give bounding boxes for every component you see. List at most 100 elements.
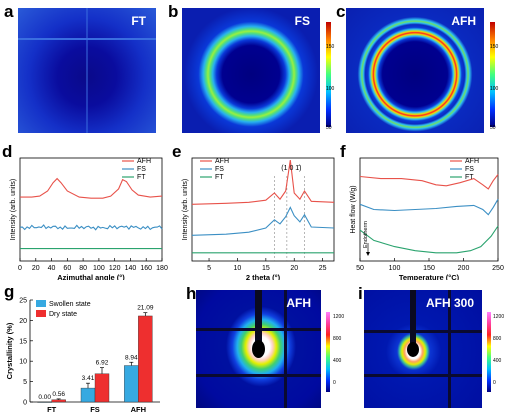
endotherm-arrowhead <box>366 252 370 256</box>
legend-label-fs: FS <box>215 166 224 173</box>
x-tick-label: 25 <box>319 265 327 272</box>
legend-label-afh: AFH <box>137 158 151 165</box>
saxs-pattern-afh: AFH <box>196 290 321 408</box>
legend-swatch <box>36 310 46 317</box>
series-line-afh <box>359 174 499 190</box>
series-line-fs <box>191 206 335 236</box>
panel-letter-f: f <box>340 142 346 161</box>
plot-frame <box>191 157 335 262</box>
y-axis-label: Intensity (arb. units) <box>10 179 17 240</box>
azimuthal-profile-chart: 0 20 40 60 80 100 120 140 160 180 Azimuthal angle … <box>10 157 168 280</box>
x-tick-label: 5 <box>207 265 211 272</box>
colorbar-h-tick: 0 <box>333 380 336 386</box>
panel-letter-c: c <box>336 2 346 21</box>
legend-label-fs: FS <box>465 166 474 173</box>
colorbar-i-tick: 400 <box>493 358 502 364</box>
legend-label-afh: AFH <box>215 158 229 165</box>
x-axis-label: Azimuthal angle (°) <box>57 273 125 280</box>
colorbar-h-tick: 800 <box>333 336 342 342</box>
panel-letter-i: i <box>358 284 363 303</box>
x-category-label: FT <box>47 405 57 414</box>
colorbar-h <box>326 312 330 392</box>
bar-ft <box>37 401 52 403</box>
endotherm-label: Endotherm <box>363 221 369 248</box>
x-axis-label: 2 theta (°) <box>246 273 281 280</box>
panel-letter-a: a <box>4 2 14 21</box>
bar-fs <box>80 387 96 403</box>
panel-letter-d: d <box>2 142 13 161</box>
panel-letter-g: g <box>4 282 15 301</box>
x-tick-label: 20 <box>32 265 40 272</box>
panel-letter-e: e <box>172 142 182 161</box>
colorbar-i-tick: 800 <box>493 336 502 342</box>
panel-title-afh-c: AFH <box>451 14 476 28</box>
colorbar-h-tick: 1200 <box>333 314 345 320</box>
y-tick-label: 0 <box>23 400 27 407</box>
crystallinity-bar-chart: 0 5 10 15 20 25 Crystallinity (%) FT 0.00 0.56 FS 3… <box>5 298 160 414</box>
plot-frame <box>19 157 163 262</box>
bar-afh <box>138 315 153 403</box>
x-tick-label: 100 <box>389 265 401 272</box>
y-tick-label: 5 <box>23 379 27 386</box>
legend-label-ft: FT <box>465 174 474 181</box>
x-tick-label: 100 <box>93 265 105 272</box>
legend-swatch <box>36 300 46 307</box>
y-tick-label: 20 <box>19 318 27 325</box>
series-line-afh <box>191 160 335 205</box>
x-tick-label: 180 <box>156 265 168 272</box>
dsc-chart: 50 100 150 200 250 Temperature (°C) Heat flow … <box>350 157 504 280</box>
legend-label: Dry state <box>49 311 77 318</box>
y-axis-label: Intensity (arb. units) <box>182 179 189 240</box>
legend-label-afh: AFH <box>465 158 479 165</box>
y-axis-label: Crystallinity (%) <box>5 322 14 379</box>
colorbar-i-tick: 1200 <box>493 314 505 320</box>
legend-label: Swollen state <box>49 301 91 308</box>
waxs-pattern-ft: FT <box>18 8 156 133</box>
x-axis-label: Temperature (°C) <box>399 273 460 280</box>
x-tick-label: 10 <box>234 265 242 272</box>
colorbar-i-tick: 0 <box>493 380 496 386</box>
series-line-fs <box>359 198 499 216</box>
y-tick-label: 25 <box>19 298 27 305</box>
y-tick-label: 15 <box>19 338 27 345</box>
x-category-label: AFH <box>131 405 146 414</box>
panel-letter-b: b <box>168 2 179 21</box>
colorbar-c-tick: 100 <box>490 86 499 92</box>
x-tick-label: 60 <box>63 265 71 272</box>
x-tick-label: 50 <box>356 265 364 272</box>
colorbar-c-tick: 150 <box>490 44 499 50</box>
bar-afh <box>124 365 139 403</box>
bar-fs <box>94 373 110 403</box>
x-tick-label: 150 <box>423 265 435 272</box>
waxd-profile-chart: 5 10 15 20 25 2 theta (°) Intensity (arb. unit… <box>182 157 335 280</box>
x-tick-label: 40 <box>48 265 56 272</box>
y-axis-label: Heat flow (W/g) <box>350 185 357 233</box>
panel-letter-h: h <box>186 284 197 303</box>
x-tick-label: 140 <box>125 265 137 272</box>
x-category-label: FS <box>90 405 100 414</box>
colorbar-c-tick: 50 <box>490 125 496 131</box>
bar-value-label: 21.09 <box>137 305 154 312</box>
colorbar-c <box>490 22 495 127</box>
legend-label-ft: FT <box>137 174 146 181</box>
waxs-pattern-afh: AFH <box>346 8 484 133</box>
series-line-ft <box>359 225 499 254</box>
colorbar-b-tick: 100 <box>326 86 335 92</box>
x-tick-label: 15 <box>262 265 270 272</box>
panel-title-fs: FS <box>294 14 310 28</box>
x-tick-label: 160 <box>140 265 152 272</box>
x-tick-label: 250 <box>492 265 504 272</box>
waxs-pattern-fs: FS <box>182 8 320 133</box>
legend-label-ft: FT <box>215 174 224 181</box>
x-tick-label: 200 <box>458 265 470 272</box>
bar-ft <box>51 399 66 403</box>
bar-value-label: 6.92 <box>96 360 109 367</box>
bar-value-label: 8.94 <box>125 354 138 361</box>
x-tick-label: 80 <box>79 265 87 272</box>
x-tick-label: 120 <box>109 265 121 272</box>
bar-value-label: 0.00 <box>38 394 51 401</box>
panel-title-ft: FT <box>131 14 146 28</box>
bar-value-label: 0.56 <box>52 391 65 398</box>
colorbar-b <box>326 22 331 127</box>
peak-index-annotation: (1 0 1̄) <box>281 165 301 172</box>
